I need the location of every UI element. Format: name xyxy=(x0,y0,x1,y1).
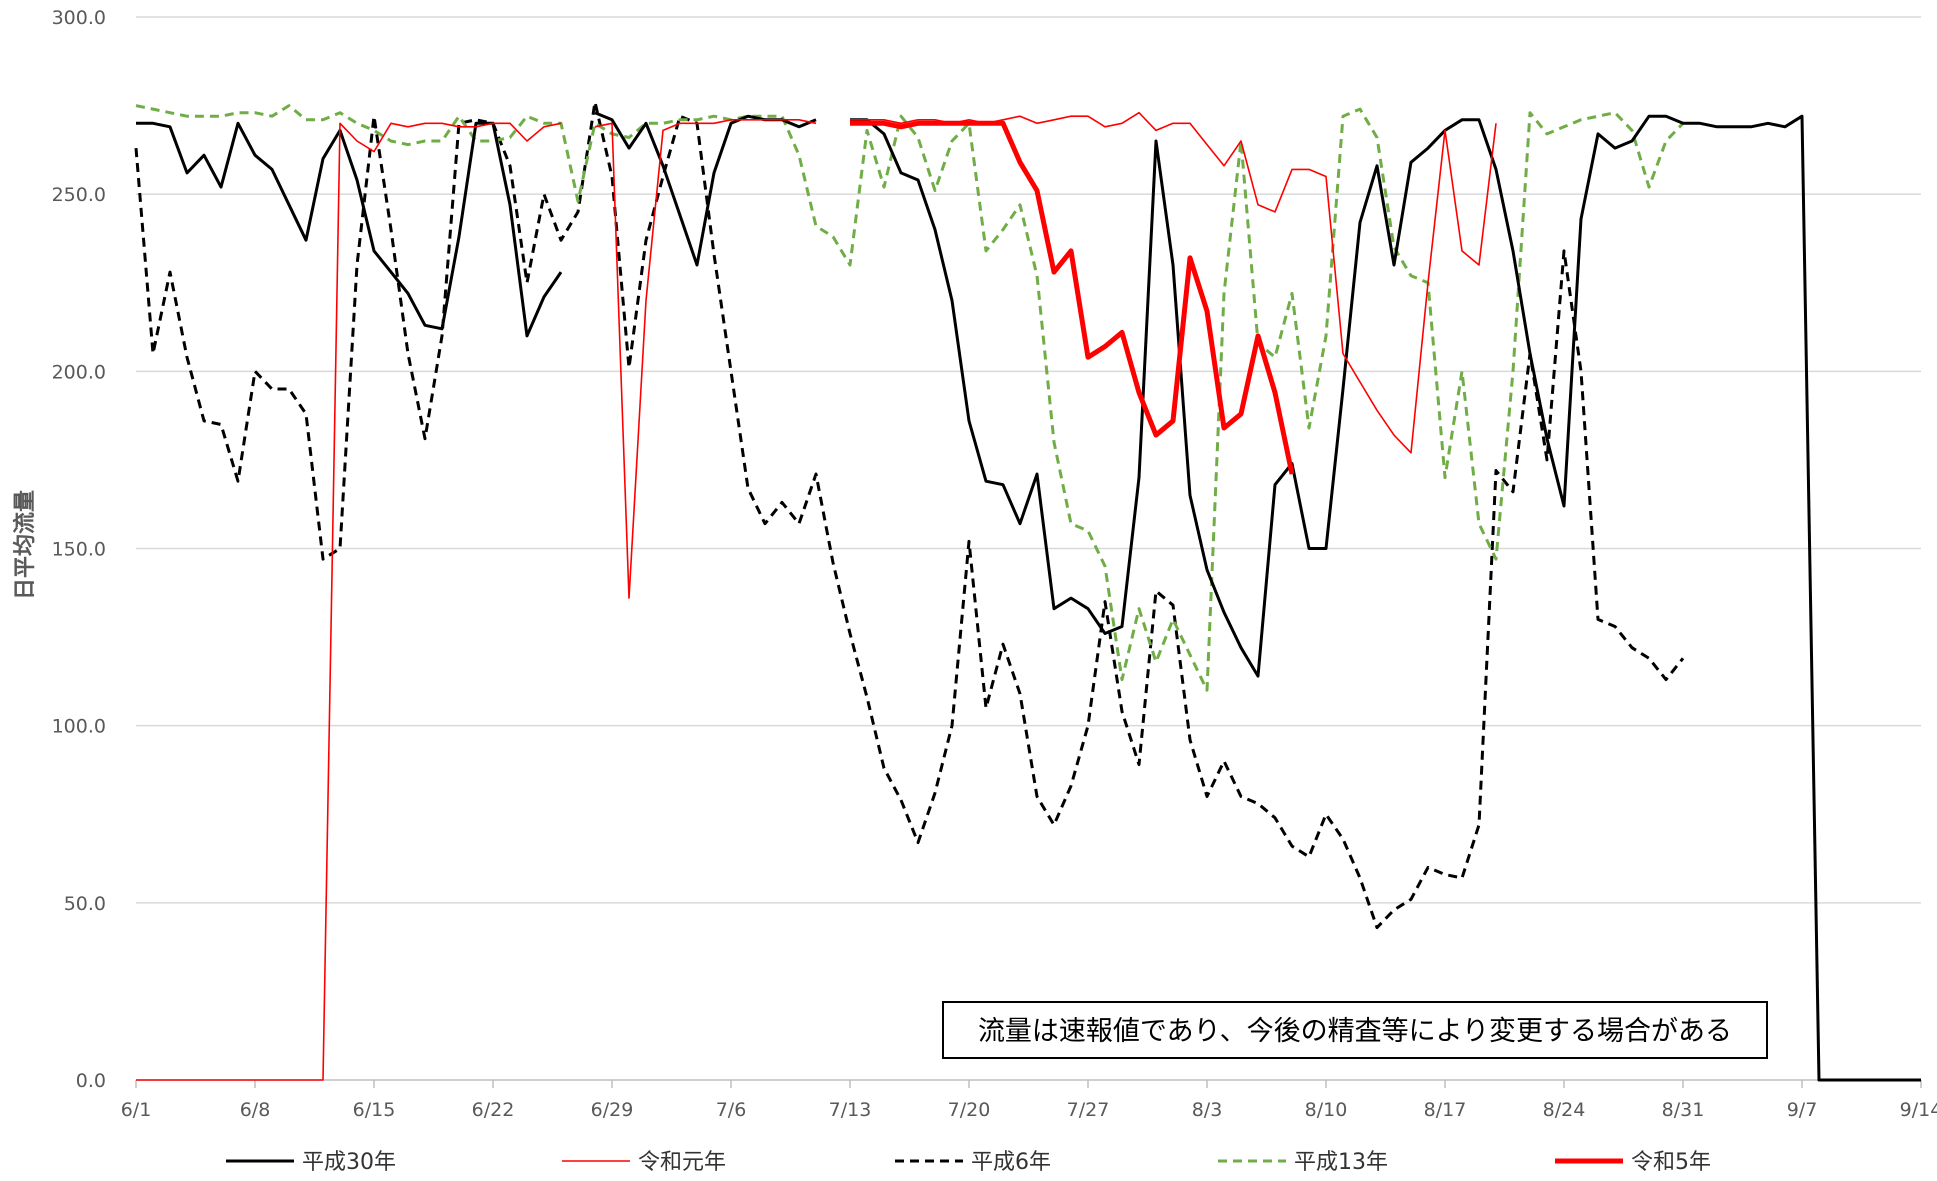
x-tick-label: 7/27 xyxy=(1067,1099,1110,1121)
legend-label: 令和5年 xyxy=(1631,1150,1711,1175)
series-line-1 xyxy=(136,122,562,1081)
x-tick-label: 6/1 xyxy=(121,1099,152,1121)
y-tick-label: 50.0 xyxy=(64,893,106,915)
series-lines xyxy=(134,100,1921,1082)
y-tick-label: 100.0 xyxy=(52,716,106,738)
x-tick-label: 8/10 xyxy=(1305,1099,1348,1121)
y-tick-label: 250.0 xyxy=(52,184,106,206)
x-tick-label: 7/13 xyxy=(829,1099,872,1121)
x-tick-label: 8/3 xyxy=(1192,1099,1223,1121)
x-tick-label: 8/31 xyxy=(1662,1099,1705,1121)
x-tick-label: 6/29 xyxy=(591,1099,634,1121)
series-line-3 xyxy=(135,104,1685,692)
gridlines xyxy=(136,16,1921,1081)
legend-label: 平成30年 xyxy=(302,1150,396,1175)
series-line-0 xyxy=(850,114,1921,1082)
series-line-2 xyxy=(134,100,1685,930)
x-tick-label: 9/14 xyxy=(1900,1099,1937,1121)
series-line-4 xyxy=(850,120,1295,475)
disclaimer-note: 流量は速報値であり、今後の精査等により変更する場合がある xyxy=(942,1001,1768,1059)
x-tick-label: 7/6 xyxy=(716,1099,747,1121)
note-frame xyxy=(942,1001,1768,1059)
x-tick-label: 9/7 xyxy=(1787,1099,1818,1121)
y-tick-label: 0.0 xyxy=(76,1070,106,1092)
axes: 0.0 50.0 100.0 150.0 200.0 250.0 300.0 6/1 6/8 6/… xyxy=(52,7,1937,1121)
legend: 平成30年 令和元年 平成6年 平成13年 令和5年 xyxy=(226,1150,1711,1175)
y-axis-title: 日平均流量 xyxy=(12,490,38,600)
legend-label: 平成6年 xyxy=(971,1150,1051,1175)
series-line-0 xyxy=(136,121,563,338)
legend-label: 令和元年 xyxy=(638,1150,726,1175)
x-tick-label: 6/8 xyxy=(240,1099,271,1121)
series-line-1 xyxy=(594,119,817,599)
y-tick-label: 300.0 xyxy=(52,7,106,29)
note-text: 流量は速報値であり、今後の精査等により変更する場合がある xyxy=(978,1016,1732,1047)
y-tick-label: 150.0 xyxy=(52,539,106,561)
x-tick-label: 6/15 xyxy=(353,1099,396,1121)
y-tick-label: 200.0 xyxy=(52,361,106,383)
x-tick-label: 6/22 xyxy=(472,1099,515,1121)
x-tick-label: 8/24 xyxy=(1543,1099,1586,1121)
x-tick-label: 7/20 xyxy=(948,1099,991,1121)
legend-label: 平成13年 xyxy=(1294,1150,1388,1175)
x-tick-label: 8/17 xyxy=(1424,1099,1467,1121)
